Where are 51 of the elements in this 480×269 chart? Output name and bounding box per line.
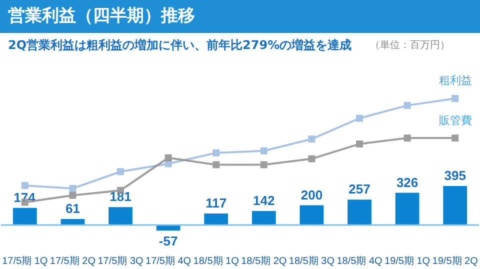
point <box>404 134 411 142</box>
bar <box>204 213 228 226</box>
bar <box>348 200 372 226</box>
x-tick-label: 17/5期 3Q <box>98 255 144 267</box>
series-label: 販管費 <box>439 114 472 127</box>
point <box>164 154 172 162</box>
bar <box>108 207 132 226</box>
series-label: 粗利益 <box>439 74 472 87</box>
point <box>308 136 316 143</box>
chart-title: 営業利益（四半期）推移 <box>0 0 480 33</box>
x-tick-label: 19/5期 2Q <box>432 255 478 267</box>
data-label: 142 <box>253 192 275 208</box>
bar <box>60 218 85 226</box>
x-tick-label: 18/5期 2Q <box>241 255 287 267</box>
bar <box>12 208 37 226</box>
point <box>212 161 220 168</box>
data-label: -57 <box>158 234 178 249</box>
bar <box>300 205 324 226</box>
data-label: 174 <box>14 190 36 205</box>
point <box>21 182 28 189</box>
x-tick-label: 17/5期 1Q <box>2 255 48 267</box>
data-label: 326 <box>396 174 418 190</box>
data-label: 61 <box>65 200 80 216</box>
text: （単位：百万円） <box>370 39 450 52</box>
x-tick-label: 18/5期 1Q <box>193 255 240 267</box>
point <box>212 149 220 156</box>
bar <box>395 192 420 226</box>
point <box>452 134 459 142</box>
point <box>69 184 76 192</box>
x-tick-label: 17/5期 4Q <box>146 255 192 267</box>
point <box>260 161 268 168</box>
x-tick-label: 18/5期 4Q <box>336 255 383 267</box>
point <box>260 147 268 154</box>
data-label: 200 <box>300 187 323 202</box>
point <box>356 140 363 148</box>
point <box>452 95 459 102</box>
point <box>404 102 411 109</box>
data-label: 117 <box>206 195 227 210</box>
point <box>69 192 76 199</box>
point <box>356 114 363 122</box>
x-tick-label: 19/5期 1Q <box>384 255 430 267</box>
data-label: 181 <box>110 189 132 204</box>
chart-subtitle: 2Q営業利益は粗利益の増加に伴い、前年比279%の増益を達成 <box>8 37 352 54</box>
data-label: 257 <box>348 182 370 197</box>
point <box>117 168 124 176</box>
data-label: 395 <box>444 168 466 183</box>
x-tick-label: 18/5期 3Q <box>288 255 335 267</box>
point <box>308 155 316 162</box>
bar <box>443 186 468 226</box>
x-tick-label: 17/5期 2Q <box>50 255 96 267</box>
bar <box>252 210 276 226</box>
